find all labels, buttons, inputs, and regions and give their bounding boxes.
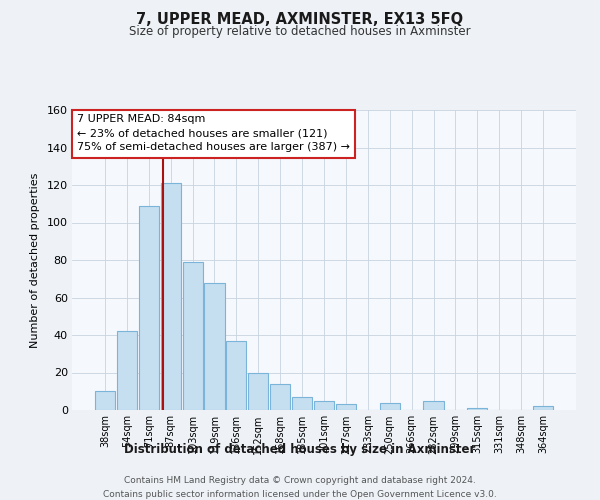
Bar bbox=[248, 372, 268, 410]
Bar bbox=[533, 406, 553, 410]
Bar bbox=[161, 183, 181, 410]
Bar bbox=[95, 391, 115, 410]
Bar bbox=[314, 400, 334, 410]
Bar bbox=[139, 206, 159, 410]
Bar bbox=[117, 331, 137, 410]
Bar bbox=[292, 397, 312, 410]
Text: Contains public sector information licensed under the Open Government Licence v3: Contains public sector information licen… bbox=[103, 490, 497, 499]
Text: Size of property relative to detached houses in Axminster: Size of property relative to detached ho… bbox=[129, 25, 471, 38]
Text: Distribution of detached houses by size in Axminster: Distribution of detached houses by size … bbox=[124, 442, 476, 456]
Text: 7 UPPER MEAD: 84sqm
← 23% of detached houses are smaller (121)
75% of semi-detac: 7 UPPER MEAD: 84sqm ← 23% of detached ho… bbox=[77, 114, 350, 152]
Text: 7, UPPER MEAD, AXMINSTER, EX13 5FQ: 7, UPPER MEAD, AXMINSTER, EX13 5FQ bbox=[136, 12, 464, 28]
Bar bbox=[424, 400, 443, 410]
Bar bbox=[380, 402, 400, 410]
Bar bbox=[467, 408, 487, 410]
Bar bbox=[226, 340, 247, 410]
Bar bbox=[205, 282, 224, 410]
Bar bbox=[182, 262, 203, 410]
Text: Contains HM Land Registry data © Crown copyright and database right 2024.: Contains HM Land Registry data © Crown c… bbox=[124, 476, 476, 485]
Bar bbox=[336, 404, 356, 410]
Bar bbox=[270, 384, 290, 410]
Y-axis label: Number of detached properties: Number of detached properties bbox=[30, 172, 40, 348]
